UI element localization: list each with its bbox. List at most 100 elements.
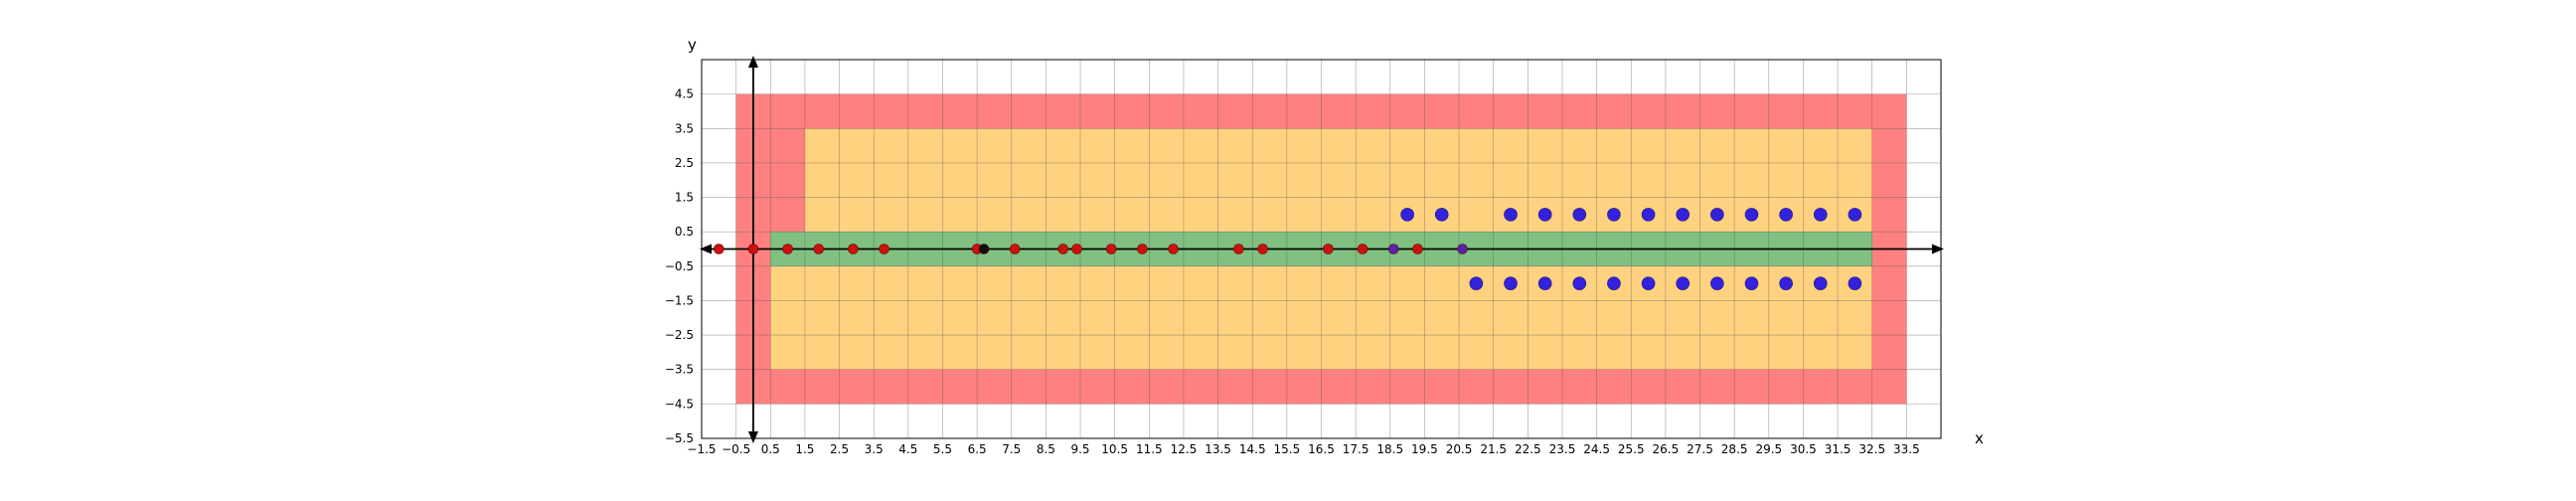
y-axis-arrow-down bbox=[747, 431, 758, 443]
point-blue-large bbox=[1537, 208, 1552, 222]
x-tick-label: 8.5 bbox=[1037, 442, 1055, 456]
x-tick-label: 27.5 bbox=[1687, 442, 1713, 456]
y-tick-label: −5.5 bbox=[665, 431, 694, 445]
point-blue-large bbox=[1813, 276, 1828, 290]
point-red-small bbox=[1105, 244, 1117, 254]
y-axis-arrow-up bbox=[747, 56, 758, 68]
point-blue-large bbox=[1572, 208, 1587, 222]
point-red-small bbox=[1057, 244, 1069, 254]
point-red-small bbox=[782, 244, 793, 254]
point-black-small bbox=[978, 244, 990, 254]
x-tick-label: 22.5 bbox=[1515, 442, 1541, 456]
point-blue-large bbox=[1537, 276, 1552, 290]
x-tick-label: −1.5 bbox=[687, 442, 716, 456]
point-blue-large bbox=[1572, 276, 1587, 290]
x-tick-label: 6.5 bbox=[968, 442, 987, 456]
point-blue-large bbox=[1744, 208, 1759, 222]
point-red-small bbox=[1412, 244, 1423, 254]
point-blue-large bbox=[1813, 208, 1828, 222]
y-axis-label: y bbox=[688, 36, 697, 54]
x-tick-label: 3.5 bbox=[865, 442, 884, 456]
point-red-small bbox=[1357, 244, 1368, 254]
y-tick-label: 4.5 bbox=[675, 87, 694, 101]
x-tick-label: 24.5 bbox=[1583, 442, 1610, 456]
y-tick-label: 1.5 bbox=[675, 191, 694, 205]
point-blue-large bbox=[1848, 276, 1862, 290]
x-tick-label: 30.5 bbox=[1790, 442, 1817, 456]
point-blue-large bbox=[1641, 208, 1656, 222]
point-red-small bbox=[747, 244, 759, 254]
x-tick-label: 14.5 bbox=[1239, 442, 1266, 456]
point-blue-large bbox=[1641, 276, 1656, 290]
x-tick-label: 23.5 bbox=[1549, 442, 1576, 456]
x-tick-label: 28.5 bbox=[1721, 442, 1748, 456]
x-axis-arrow-left bbox=[700, 244, 712, 254]
point-blue-large bbox=[1469, 276, 1484, 290]
y-tick-label: −4.5 bbox=[665, 397, 694, 411]
x-tick-label: 9.5 bbox=[1070, 442, 1089, 456]
x-tick-label: 21.5 bbox=[1480, 442, 1507, 456]
point-blue-large bbox=[1710, 208, 1724, 222]
point-red-small bbox=[714, 244, 724, 254]
x-tick-label: 1.5 bbox=[795, 442, 814, 456]
x-tick-label: −0.5 bbox=[722, 442, 750, 456]
x-tick-label: 31.5 bbox=[1825, 442, 1852, 456]
point-blue-large bbox=[1848, 208, 1862, 222]
x-tick-label: 29.5 bbox=[1755, 442, 1782, 456]
point-red-small bbox=[1168, 244, 1179, 254]
x-axis-arrow-right bbox=[1932, 244, 1944, 254]
x-tick-label: 16.5 bbox=[1308, 442, 1335, 456]
point-red-small bbox=[848, 244, 859, 254]
y-tick-label: 3.5 bbox=[675, 121, 694, 135]
point-blue-large bbox=[1779, 208, 1793, 222]
x-tick-label: 15.5 bbox=[1274, 442, 1301, 456]
point-purple-small bbox=[1387, 244, 1399, 254]
point-blue-large bbox=[1400, 208, 1414, 222]
x-tick-label: 12.5 bbox=[1171, 442, 1198, 456]
point-blue-large bbox=[1434, 208, 1449, 222]
x-tick-labels: −1.5 −0.5 0.5 1.5 2.5 3.5 4.5 5.5 6.5 7.5 8.5 9.5 10… bbox=[687, 442, 1919, 456]
point-red-small bbox=[1137, 244, 1148, 254]
x-tick-label: 2.5 bbox=[830, 442, 849, 456]
x-tick-label: 32.5 bbox=[1858, 442, 1885, 456]
point-blue-large bbox=[1607, 276, 1621, 290]
y-tick-label: −2.5 bbox=[665, 328, 694, 342]
point-purple-small bbox=[1457, 244, 1468, 254]
point-blue-large bbox=[1779, 276, 1793, 290]
x-tick-label: 5.5 bbox=[933, 442, 952, 456]
x-tick-label: 17.5 bbox=[1343, 442, 1369, 456]
point-blue-large bbox=[1676, 276, 1690, 290]
x-tick-label: 33.5 bbox=[1893, 442, 1920, 456]
point-blue-large bbox=[1676, 208, 1690, 222]
x-tick-label: 26.5 bbox=[1653, 442, 1680, 456]
point-blue-large bbox=[1504, 208, 1518, 222]
point-red-small bbox=[1257, 244, 1268, 254]
x-tick-label: 11.5 bbox=[1136, 442, 1163, 456]
y-tick-label: 2.5 bbox=[675, 156, 694, 170]
point-blue-large bbox=[1744, 276, 1759, 290]
x-tick-label: 4.5 bbox=[898, 442, 917, 456]
region-upper-inner bbox=[804, 128, 1872, 233]
point-blue-large bbox=[1710, 276, 1724, 290]
y-tick-label: −0.5 bbox=[665, 259, 694, 273]
x-tick-label: 10.5 bbox=[1101, 442, 1128, 456]
x-tick-label: 18.5 bbox=[1376, 442, 1403, 456]
x-tick-label: 19.5 bbox=[1411, 442, 1438, 456]
y-tick-label: −1.5 bbox=[665, 293, 694, 307]
point-blue-large bbox=[1607, 208, 1621, 222]
point-blue-large bbox=[1504, 276, 1518, 290]
y-tick-labels: 4.5 3.5 2.5 1.5 0.5 −0.5 −1.5 −2.5 −3.5 −4.5 −5.5 bbox=[665, 87, 694, 445]
point-red-small bbox=[1071, 244, 1082, 254]
point-red-small bbox=[1323, 244, 1334, 254]
point-red-small bbox=[813, 244, 825, 254]
point-red-small bbox=[879, 244, 889, 254]
x-tick-label: 25.5 bbox=[1618, 442, 1645, 456]
point-red-small bbox=[1233, 244, 1244, 254]
x-tick-label: 7.5 bbox=[1002, 442, 1021, 456]
y-tick-label: −3.5 bbox=[665, 363, 694, 377]
data-points bbox=[714, 208, 1862, 290]
x-tick-label: 13.5 bbox=[1205, 442, 1231, 456]
y-tick-label: 0.5 bbox=[675, 225, 694, 239]
x-tick-label: 0.5 bbox=[761, 442, 780, 456]
